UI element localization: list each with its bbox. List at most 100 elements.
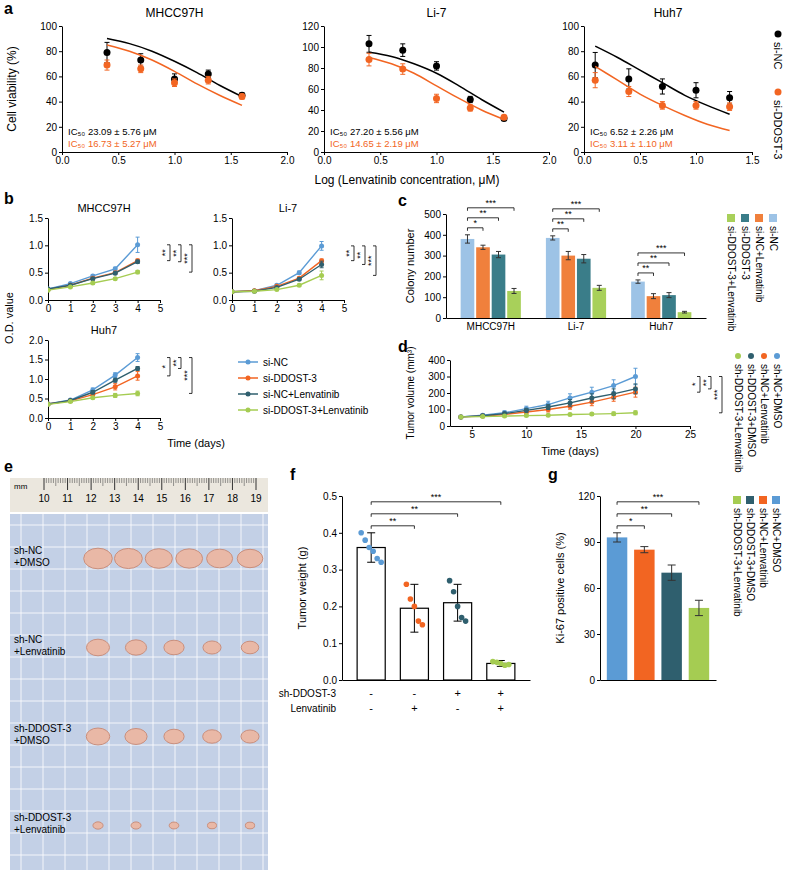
tick: 40	[46, 96, 62, 107]
tick-label: 1	[252, 303, 258, 314]
point	[480, 414, 485, 419]
point	[589, 395, 594, 400]
tick: 60	[584, 583, 600, 594]
point	[467, 104, 474, 111]
row-label-line: +DMSO	[14, 735, 50, 746]
tick-label: 15	[576, 429, 588, 440]
tick: 0	[439, 421, 450, 432]
tick-mark	[447, 377, 450, 378]
ruler-label: 15	[156, 493, 168, 504]
y-axis: 0306090120	[578, 491, 600, 686]
point	[274, 287, 279, 292]
tick-label: 300	[424, 250, 441, 261]
ruler-minor-tick	[239, 478, 240, 483]
point	[467, 96, 474, 103]
tick-label: Huh7	[649, 321, 673, 332]
tick: 20	[568, 122, 584, 133]
tick: 80	[46, 46, 62, 57]
tick-label: 0.0	[578, 155, 592, 166]
ruler-minor-tick	[81, 478, 82, 483]
series-line	[232, 246, 322, 292]
point	[104, 62, 111, 69]
board-grid	[109, 514, 110, 870]
tick-label: 0	[313, 147, 319, 158]
point	[546, 413, 551, 418]
error-bar	[468, 105, 473, 111]
tick-label: 20	[630, 429, 642, 440]
fit-curve	[595, 66, 729, 130]
series-line	[232, 275, 322, 291]
y-axis-title: Ki-67 positive cells (%)	[554, 532, 566, 643]
legend-symbol	[746, 496, 754, 504]
tick: 0	[51, 147, 62, 158]
point	[693, 102, 700, 109]
point	[252, 289, 257, 294]
tick-label: 80	[568, 46, 580, 57]
legend-label: sh-NC+Lenvatinib	[759, 364, 770, 444]
tick: Li-7	[568, 318, 585, 332]
tick: 1	[252, 300, 258, 314]
error-bar	[694, 83, 699, 98]
point	[458, 414, 463, 419]
ruler-minor-tick	[166, 478, 167, 483]
tick: 5	[470, 426, 476, 440]
legend-symbol	[775, 31, 782, 38]
ruler-minor-tick	[223, 478, 224, 483]
tick-label: 0.0	[56, 155, 70, 166]
legend-symbol	[741, 214, 749, 222]
point	[113, 384, 118, 389]
error-bar	[400, 44, 405, 57]
ruler-minor-tick	[93, 478, 94, 483]
condition-sign: -	[413, 687, 417, 699]
y-axis-title: Colony number	[404, 228, 416, 303]
tick: 2	[91, 418, 97, 432]
tick-mark	[581, 76, 584, 77]
legend-label: si-DDOST-3	[740, 226, 751, 280]
ruler	[10, 478, 268, 512]
tick: 1.0	[690, 152, 704, 166]
axis-line	[585, 152, 753, 153]
tick-mark	[581, 102, 584, 103]
axis-line	[342, 497, 343, 681]
error-bar	[512, 288, 517, 293]
tick-label: 1	[68, 421, 74, 432]
ruler-label: 17	[203, 493, 215, 504]
tick-mark	[45, 379, 48, 380]
error-bar	[136, 354, 140, 362]
significance-label: **	[641, 504, 649, 514]
ruler-minor-tick	[147, 478, 148, 483]
error-bar	[566, 251, 571, 259]
tick-label: 90	[584, 537, 596, 548]
tick-label: MHCC97H	[467, 321, 515, 332]
plot-area	[607, 533, 709, 680]
error-bar	[136, 237, 140, 252]
point	[451, 589, 457, 595]
ruler-minor-tick	[88, 478, 89, 483]
tick-label: 0.5	[29, 393, 43, 404]
tick-label: 2.0	[29, 335, 43, 346]
panel: e10111213141516171819mmsh-NC+DMSOsh-NC+L…	[4, 458, 268, 870]
tick-mark	[321, 152, 324, 153]
point	[104, 49, 111, 56]
tick-mark	[59, 51, 62, 52]
row-label-line: sh-DDOST-3	[14, 812, 72, 823]
tumor	[93, 822, 103, 829]
point	[113, 271, 118, 276]
tumor	[203, 730, 222, 743]
ruler-unit: mm	[14, 482, 28, 491]
error-bar	[568, 400, 572, 407]
error-bar	[320, 261, 324, 268]
point	[633, 386, 638, 391]
board-grid	[10, 591, 268, 592]
legend-item: sh-DDOST-3+DMSO	[746, 353, 757, 457]
bar	[476, 247, 490, 318]
tick-mark	[321, 47, 324, 48]
board	[10, 514, 268, 870]
condition-sign: +	[411, 702, 417, 714]
tick-mark	[581, 51, 584, 52]
point	[463, 618, 469, 624]
error-bar	[612, 412, 616, 415]
tick: 0	[589, 675, 600, 686]
fit-curve	[107, 39, 242, 97]
tick-mark	[229, 273, 232, 274]
